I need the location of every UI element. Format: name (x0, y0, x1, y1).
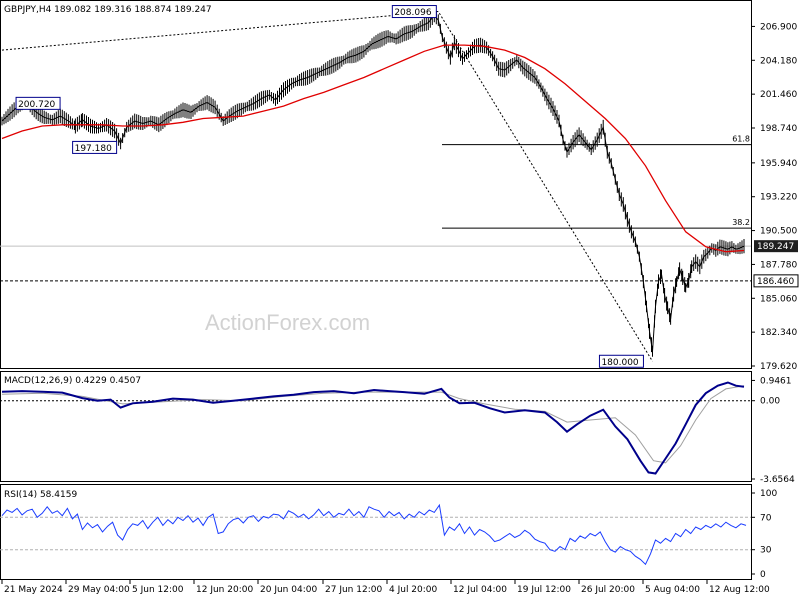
main-y-axis: 206.900 204.180 201.460 198.740 195.940 193.2… (751, 22, 797, 372)
x-tick-label-1: 29 May 04:00 (68, 585, 130, 595)
x-tick-label-7: 12 Jul 04:00 (453, 585, 507, 595)
price-label-1: 200.720 (18, 100, 55, 110)
main-levels: 61.8 38.2 186.460 189.247 (0, 135, 799, 288)
x-tick-label-0: 21 May 2024 (4, 585, 63, 595)
support-tag (753, 274, 799, 288)
rsi-header: RSI(14) 58.4159 (4, 490, 77, 500)
x-tick-label-2: 5 Jun 12:00 (132, 585, 184, 595)
rsi-panel: RSI(14) 58.4159 100 70 30 0 (0, 484, 777, 580)
price-label-box-2 (72, 140, 118, 154)
y-tick-label-6: 190.500 (760, 227, 797, 237)
fib-label-1: 38.2 (732, 218, 750, 227)
x-tick-label-9: 26 Jul 20:00 (581, 585, 635, 595)
macd-series (0, 381, 751, 475)
x-tick-label-8: 19 Jul 12:00 (517, 585, 571, 595)
main-labels: 208.096 200.720 197.180 180.000 (15, 5, 644, 368)
rsi-y-tick-label-1: 70 (760, 513, 772, 523)
x-tick-label-10: 5 Aug 04:00 (645, 585, 700, 595)
rsi-series (0, 503, 751, 566)
y-tick-label-1: 204.180 (760, 56, 797, 66)
y-tick-label-3: 198.740 (760, 124, 797, 134)
price-label-3: 180.000 (601, 358, 638, 368)
macd-panel-frame (0, 371, 752, 482)
x-tick-label-3: 12 Jun 20:00 (196, 585, 253, 595)
rsi-y-axis: 100 70 30 0 (751, 489, 777, 580)
main-header: GBPJPY,H4 189.082 189.316 188.874 189.24… (4, 5, 212, 15)
x-tick-label-5: 27 Jun 12:00 (325, 585, 382, 595)
y-tick-label-0: 206.900 (760, 22, 797, 32)
x-tick-label-4: 20 Jun 04:00 (260, 585, 317, 595)
price-label-0: 208.096 (394, 8, 431, 18)
support-tag-label: 186.460 (757, 277, 794, 287)
y-tick-label-9: 182.340 (760, 328, 797, 338)
moving-average-line (1, 44, 745, 253)
macd-y-axis: 0.9461 0.00 -3.6564 (751, 376, 795, 485)
y-tick-label-10: 179.620 (760, 362, 797, 372)
macd-panel: MACD(12,26,9) 0.4229 0.4507 0.9461 0.00 -3… (0, 371, 795, 485)
price-label-box-0 (391, 5, 437, 19)
y-tick-label-2: 201.460 (760, 90, 797, 100)
x-tick-label-11: 12 Aug 12:00 (709, 585, 770, 595)
rsi-y-tick-label-0: 100 (760, 489, 777, 499)
rsi-y-tick-label-3: 0 (760, 570, 766, 580)
macd-series-macd (1, 381, 745, 475)
x-tick-label-6: 4 Jul 20:00 (389, 585, 438, 595)
macd-y-tick-label-2: -3.6564 (760, 475, 795, 485)
price-label-box-1 (15, 96, 61, 110)
macd-series-signal (1, 385, 745, 464)
time-axis: 21 May 2024 29 May 04:00 5 Jun 12:00 12 Jun… (1, 580, 770, 595)
macd-y-tick-label-1: 0.00 (760, 397, 780, 407)
rsi-panel-frame (0, 484, 752, 580)
macd-header: MACD(12,26,9) 0.4229 0.4507 (4, 376, 141, 386)
macd-y-tick-label-0: 0.9461 (760, 376, 792, 386)
rsi-y-tick-label-2: 30 (760, 546, 772, 556)
y-tick-label-4: 195.940 (760, 159, 797, 169)
fib-label-0: 61.8 (732, 135, 750, 144)
current-price-tag-label: 189.247 (757, 242, 794, 252)
price-label-2: 197.180 (75, 144, 112, 154)
y-tick-label-7: 187.780 (760, 260, 797, 270)
y-tick-label-8: 185.060 (760, 294, 797, 304)
main-panel: GBPJPY,H4 189.082 189.316 188.874 189.24… (0, 0, 799, 372)
current-price-tag (754, 240, 798, 253)
watermark: ActionForex.com (205, 310, 370, 335)
main-panel-frame (0, 0, 752, 369)
y-tick-label-5: 193.220 (760, 193, 797, 203)
price-label-box-3 (598, 354, 644, 368)
rsi-line (1, 503, 747, 566)
